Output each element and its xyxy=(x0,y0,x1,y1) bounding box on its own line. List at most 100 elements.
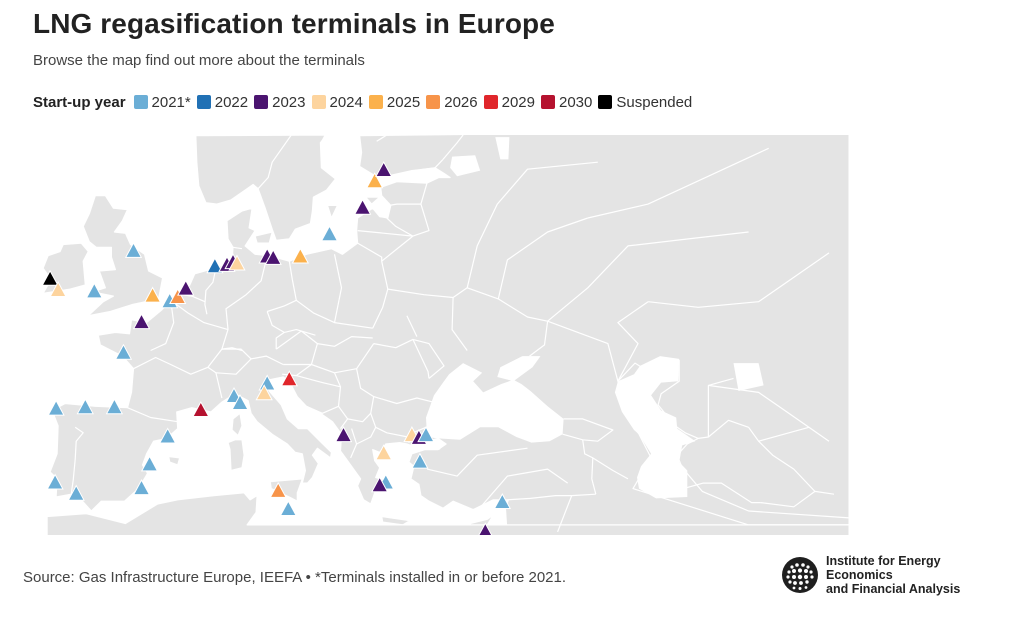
land-corsica xyxy=(231,412,243,437)
country-border xyxy=(547,231,749,322)
country-border xyxy=(275,331,285,350)
legend-item[interactable]: 2024 xyxy=(311,93,363,111)
terminal-marker-triangle-icon[interactable] xyxy=(41,269,59,286)
country-border xyxy=(333,254,343,323)
legend-label: 2030 xyxy=(559,93,593,111)
legend-item[interactable]: 2029 xyxy=(483,94,535,111)
country-border xyxy=(351,428,358,445)
legend-label: 2022 xyxy=(214,93,249,111)
legend-item[interactable]: 2023 xyxy=(254,94,306,111)
terminal-marker-triangle-icon[interactable] xyxy=(231,393,249,410)
country-border xyxy=(347,412,372,423)
terminal-marker-triangle-icon[interactable] xyxy=(255,384,273,401)
country-border xyxy=(311,343,375,374)
legend-item[interactable]: 2021* xyxy=(133,93,191,111)
legend-label: 2021* xyxy=(151,93,191,111)
land-sardinia xyxy=(227,439,245,472)
country-border xyxy=(451,297,468,351)
legend-item[interactable]: 2026 xyxy=(426,94,478,111)
terminal-marker-triangle-icon[interactable] xyxy=(264,248,282,265)
country-border xyxy=(708,419,749,438)
terminal-marker-triangle-icon[interactable] xyxy=(279,500,297,516)
country-border xyxy=(412,339,430,379)
country-border xyxy=(698,377,734,439)
land-scandinavia xyxy=(195,135,337,241)
country-border xyxy=(295,364,312,377)
country-border xyxy=(356,368,434,405)
land-layer xyxy=(42,135,850,535)
country-border xyxy=(357,230,413,237)
terminal-marker-triangle-icon[interactable] xyxy=(169,287,187,304)
terminal-marker-triangle-icon[interactable] xyxy=(132,479,151,496)
country-border xyxy=(386,167,436,177)
terminal-marker-triangle-icon[interactable] xyxy=(47,399,65,416)
terminal-marker-triangle-icon[interactable] xyxy=(375,161,393,177)
terminal-marker-triangle-icon[interactable] xyxy=(192,400,210,417)
legend-item[interactable]: 2030 xyxy=(541,94,592,111)
country-border xyxy=(678,482,761,504)
terminal-marker-triangle-icon[interactable] xyxy=(280,370,298,387)
country-border xyxy=(507,493,596,501)
map-canvas[interactable] xyxy=(33,135,1005,535)
legend-item[interactable]: 2022 xyxy=(196,93,249,111)
legend-label: 2025 xyxy=(386,93,421,111)
sea-white-lakes-1 xyxy=(450,155,481,177)
terminal-marker-triangle-icon[interactable] xyxy=(366,172,384,189)
terminal-marker-triangle-icon[interactable] xyxy=(228,254,246,271)
terminal-marker-triangle-icon[interactable] xyxy=(143,286,162,303)
legend-items: 2021* 2022 2023 2024 2025 2026 2029 2030 Suspend… xyxy=(133,93,699,111)
legend-swatch xyxy=(483,95,498,109)
terminal-marker-triangle-icon[interactable] xyxy=(124,241,143,258)
country-border xyxy=(127,407,178,423)
country-border xyxy=(557,495,573,533)
terminal-marker-triangle-icon[interactable] xyxy=(85,282,103,299)
terminal-marker-triangle-icon[interactable] xyxy=(140,455,159,472)
terminal-marker-triangle-icon[interactable] xyxy=(46,473,64,490)
terminal-markers[interactable] xyxy=(41,161,512,535)
terminal-marker-triangle-icon[interactable] xyxy=(49,280,67,297)
terminal-marker-triangle-icon[interactable] xyxy=(206,257,224,274)
terminal-marker-triangle-icon[interactable] xyxy=(76,398,94,415)
terminal-marker-triangle-icon[interactable] xyxy=(334,426,353,443)
country-border xyxy=(221,347,243,352)
terminal-marker-triangle-icon[interactable] xyxy=(375,444,393,461)
country-border xyxy=(376,135,388,142)
terminal-marker-triangle-icon[interactable] xyxy=(132,313,151,330)
terminal-marker-triangle-icon[interactable] xyxy=(177,279,195,296)
country-border xyxy=(232,246,243,250)
country-border xyxy=(207,366,223,399)
terminal-marker-triangle-icon[interactable] xyxy=(114,343,133,360)
country-border xyxy=(133,356,209,375)
country-border xyxy=(170,299,229,350)
country-border xyxy=(476,468,569,512)
country-border xyxy=(381,182,430,262)
legend-item[interactable]: Suspended xyxy=(598,94,692,111)
country-border xyxy=(587,147,769,219)
sea-gulf-bothnia xyxy=(320,135,362,179)
terminal-marker-triangle-icon[interactable] xyxy=(158,427,177,444)
legend-label: 2024 xyxy=(329,93,363,111)
country-border xyxy=(150,300,175,352)
terminal-marker-triangle-icon[interactable] xyxy=(269,481,287,498)
terminal-marker-triangle-icon[interactable] xyxy=(417,426,435,443)
terminal-marker-triangle-icon[interactable] xyxy=(67,484,85,501)
country-border xyxy=(204,268,217,315)
terminal-marker-triangle-icon[interactable] xyxy=(320,225,339,242)
terminal-marker-triangle-icon[interactable] xyxy=(371,476,389,493)
legend-label: Suspended xyxy=(616,93,693,111)
terminal-marker-triangle-icon[interactable] xyxy=(411,452,429,469)
legend-swatch xyxy=(254,95,269,109)
terminal-marker-triangle-icon[interactable] xyxy=(105,398,124,415)
terminal-marker-triangle-icon[interactable] xyxy=(493,493,512,509)
sea-caspian-sea xyxy=(614,356,696,499)
legend-item[interactable]: 2025 xyxy=(368,93,421,111)
ieefa-logo: Institute for Energy Economics and Finan… xyxy=(780,554,1010,596)
land-crete xyxy=(381,515,411,526)
map[interactable] xyxy=(33,135,1005,535)
terminal-marker-triangle-icon[interactable] xyxy=(477,522,493,535)
legend-swatch xyxy=(426,95,441,109)
terminal-marker-triangle-icon[interactable] xyxy=(353,198,372,215)
country-border xyxy=(70,426,84,495)
land-african-coast xyxy=(46,492,850,535)
terminal-marker-triangle-icon[interactable] xyxy=(291,247,310,264)
